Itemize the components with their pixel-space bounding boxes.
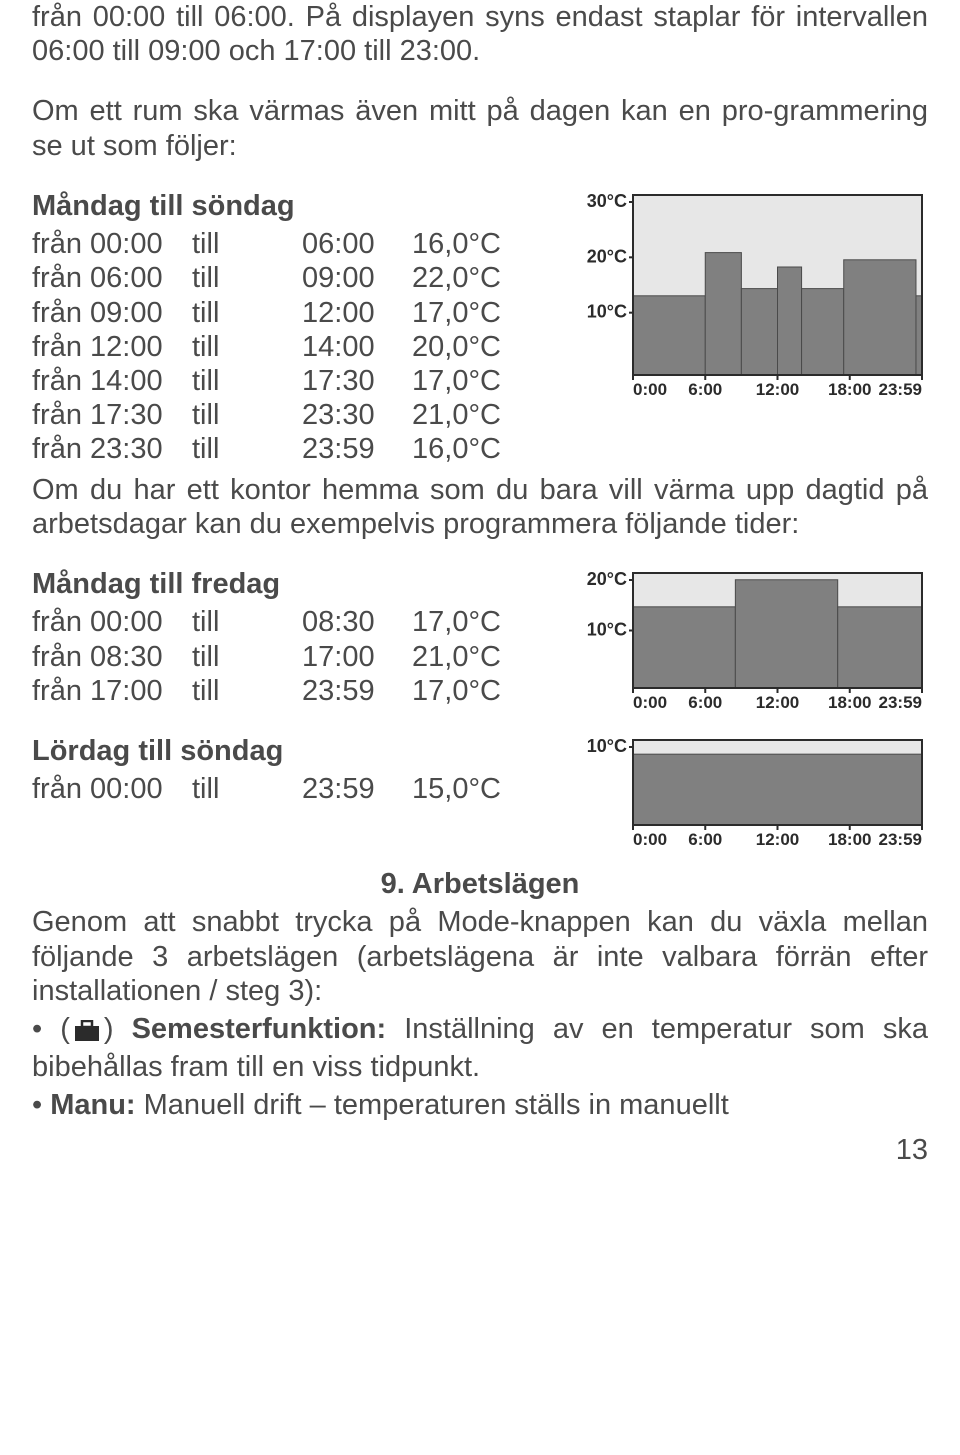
svg-text:12:00: 12:00 xyxy=(756,380,799,399)
schedule2-heading: Måndag till fredag xyxy=(32,567,563,601)
schedule1-heading: Måndag till söndag xyxy=(32,189,563,223)
svg-text:20°C: 20°C xyxy=(587,246,627,266)
schedule-row: från 09:00till12:0017,0°C xyxy=(32,296,563,330)
chart-1: 0:00 6:00 12:00 18:00 23:59 30°C 20°C 10°C xyxy=(583,189,928,399)
svg-text:0:00: 0:00 xyxy=(633,380,667,399)
chart-2: 0:00 6:00 12:00 18:00 23:59 20°C 10°C xyxy=(583,567,928,712)
svg-text:12:00: 12:00 xyxy=(756,693,799,712)
schedule-row: från 00:00till08:3017,0°C xyxy=(32,605,563,639)
svg-text:6:00: 6:00 xyxy=(688,693,722,712)
svg-text:20°C: 20°C xyxy=(587,569,627,589)
mid-paragraph: Om du har ett kontor hemma som du bara v… xyxy=(32,473,928,541)
svg-text:23:59: 23:59 xyxy=(879,830,922,849)
schedule-row: från 00:00till06:0016,0°C xyxy=(32,227,563,261)
svg-text:18:00: 18:00 xyxy=(828,830,871,849)
svg-text:0:00: 0:00 xyxy=(633,830,667,849)
svg-text:6:00: 6:00 xyxy=(688,380,722,399)
svg-text:6:00: 6:00 xyxy=(688,830,722,849)
svg-text:12:00: 12:00 xyxy=(756,830,799,849)
schedule-row: från 23:30till23:5916,0°C xyxy=(32,432,563,466)
schedule-row: från 08:30till17:0021,0°C xyxy=(32,640,563,674)
page-number: 13 xyxy=(32,1133,928,1167)
schedule-row: från 14:00till17:3017,0°C xyxy=(32,364,563,398)
schedule-row: från 17:30till23:3021,0°C xyxy=(32,398,563,432)
schedule-row: från 00:00till23:5915,0°C xyxy=(32,772,563,806)
intro-paragraph-1: från 00:00 till 06:00. På displayen syns… xyxy=(32,0,928,68)
intro-paragraph-2: Om ett rum ska värmas även mitt på dagen… xyxy=(32,94,928,162)
mode-intro: Genom att snabbt trycka på Mode-knappen … xyxy=(32,905,928,1008)
svg-text:18:00: 18:00 xyxy=(828,693,871,712)
schedule2-table: från 00:00till08:3017,0°Cfrån 08:30till1… xyxy=(32,605,563,708)
schedule3-heading: Lördag till söndag xyxy=(32,734,563,768)
section-title: 9. Arbetslägen xyxy=(32,867,928,901)
svg-text:10°C: 10°C xyxy=(587,736,627,756)
schedule-row: från 17:00till23:5917,0°C xyxy=(32,674,563,708)
chart-3: 0:00 6:00 12:00 18:00 23:59 10°C xyxy=(583,734,928,849)
schedule1-table: från 00:00till06:0016,0°Cfrån 06:00till0… xyxy=(32,227,563,467)
mode-bullet-semester: • () Semesterfunktion: Inställning av en… xyxy=(32,1012,928,1084)
schedule3-table: från 00:00till23:5915,0°C xyxy=(32,772,563,806)
svg-text:18:00: 18:00 xyxy=(828,380,871,399)
svg-text:23:59: 23:59 xyxy=(879,693,922,712)
svg-text:23:59: 23:59 xyxy=(879,380,922,399)
svg-text:10°C: 10°C xyxy=(587,302,627,322)
schedule-row: från 06:00till09:0022,0°C xyxy=(32,261,563,295)
svg-text:0:00: 0:00 xyxy=(633,693,667,712)
suitcase-icon xyxy=(74,1016,100,1050)
svg-text:10°C: 10°C xyxy=(587,620,627,640)
mode-bullet-manu: • Manu: Manuell drift – temperaturen stä… xyxy=(32,1088,928,1122)
schedule-row: från 12:00till14:0020,0°C xyxy=(32,330,563,364)
svg-text:30°C: 30°C xyxy=(587,191,627,211)
